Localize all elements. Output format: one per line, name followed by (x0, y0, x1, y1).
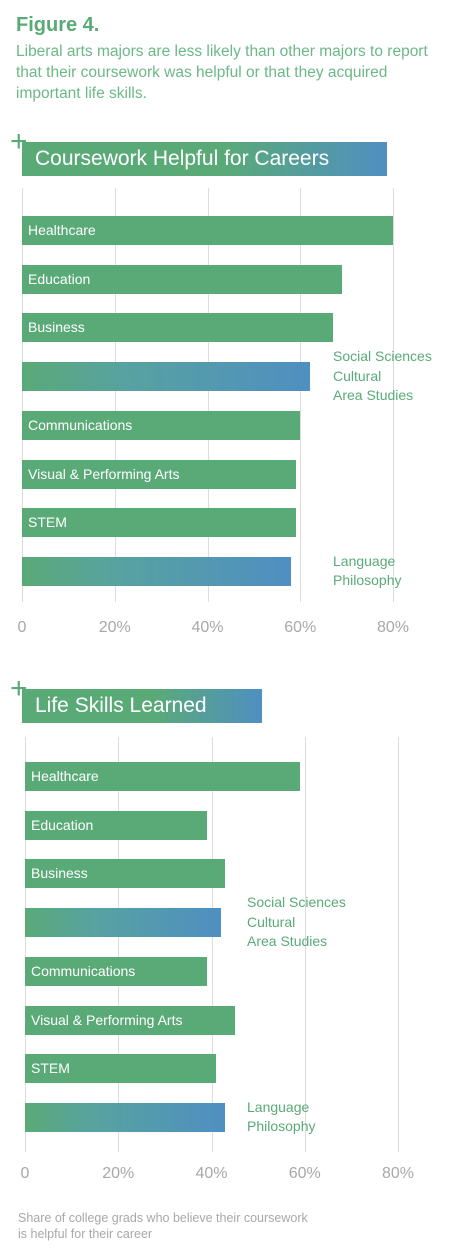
bar (22, 556, 291, 586)
bar-label: Healthcare (28, 222, 96, 238)
x-tick-label: 80% (376, 619, 410, 636)
bar (25, 1102, 226, 1132)
bar: Healthcare (25, 762, 301, 791)
footnote: Share of college grads who believe their… (18, 1211, 308, 1241)
bar-label: STEM (28, 514, 67, 531)
figure-subtitle: Liberal arts majors are less likely than… (16, 43, 428, 102)
bar: Communications (22, 410, 301, 440)
bar-label: Business (31, 865, 88, 882)
bar-label: Visual & Performing Arts (28, 465, 180, 482)
bar-label: Social Sciences Cultural Area Studies (333, 348, 432, 404)
grid-line (118, 737, 119, 1152)
x-tick-label: 40% (195, 1165, 228, 1182)
x-tick-label: 60% (284, 619, 317, 636)
grid-line (300, 188, 301, 602)
x-tick-label: 40% (191, 619, 224, 636)
bar-label: Language Philosophy (247, 1098, 316, 1135)
bar-label: STEM (31, 1060, 70, 1077)
bar: STEM (25, 1054, 217, 1084)
x-tick-label: 60% (288, 1165, 321, 1182)
bar: Education (25, 810, 207, 840)
chart-title: Life Skills Learned (22, 689, 262, 723)
bar-label: Visual & Performing Arts (31, 1011, 183, 1028)
bar-label: Business (28, 319, 85, 336)
bar: STEM (22, 508, 296, 538)
x-tick-label: 0 (20, 1165, 30, 1182)
bar: Healthcare (22, 216, 393, 245)
bar: Visual & Performing Arts (25, 1005, 235, 1035)
grid-line (212, 737, 213, 1152)
grid-line (208, 188, 209, 602)
grid-line (25, 737, 26, 1152)
x-tick-label: 80% (381, 1165, 415, 1182)
x-tick-label: 20% (98, 619, 131, 636)
bar-label: Healthcare (31, 768, 99, 784)
bar-label: Communications (31, 962, 136, 979)
chart-title: Coursework Helpful for Careers (22, 142, 387, 176)
bar-label: Social Sciences Cultural Area Studies (247, 894, 346, 950)
grid-line (398, 737, 399, 1152)
grid-line (393, 188, 394, 602)
x-tick-label: 20% (102, 1165, 135, 1182)
bar (25, 908, 221, 938)
figure-label: Figure 4. (16, 14, 100, 36)
x-tick-label: 0 (17, 619, 27, 636)
bar-label: Education (28, 270, 91, 287)
grid-line (115, 188, 116, 602)
bar-label: Language Philosophy (333, 552, 402, 589)
bar: Visual & Performing Arts (22, 459, 296, 489)
bar-label: Education (31, 816, 94, 833)
bar: Education (22, 264, 342, 294)
bar: Communications (25, 956, 207, 986)
bar: Business (22, 313, 333, 343)
bar (22, 362, 310, 392)
bar: Business (25, 859, 226, 889)
grid-line (22, 188, 23, 602)
bar-label: Communications (28, 416, 133, 433)
grid-line (305, 737, 306, 1152)
